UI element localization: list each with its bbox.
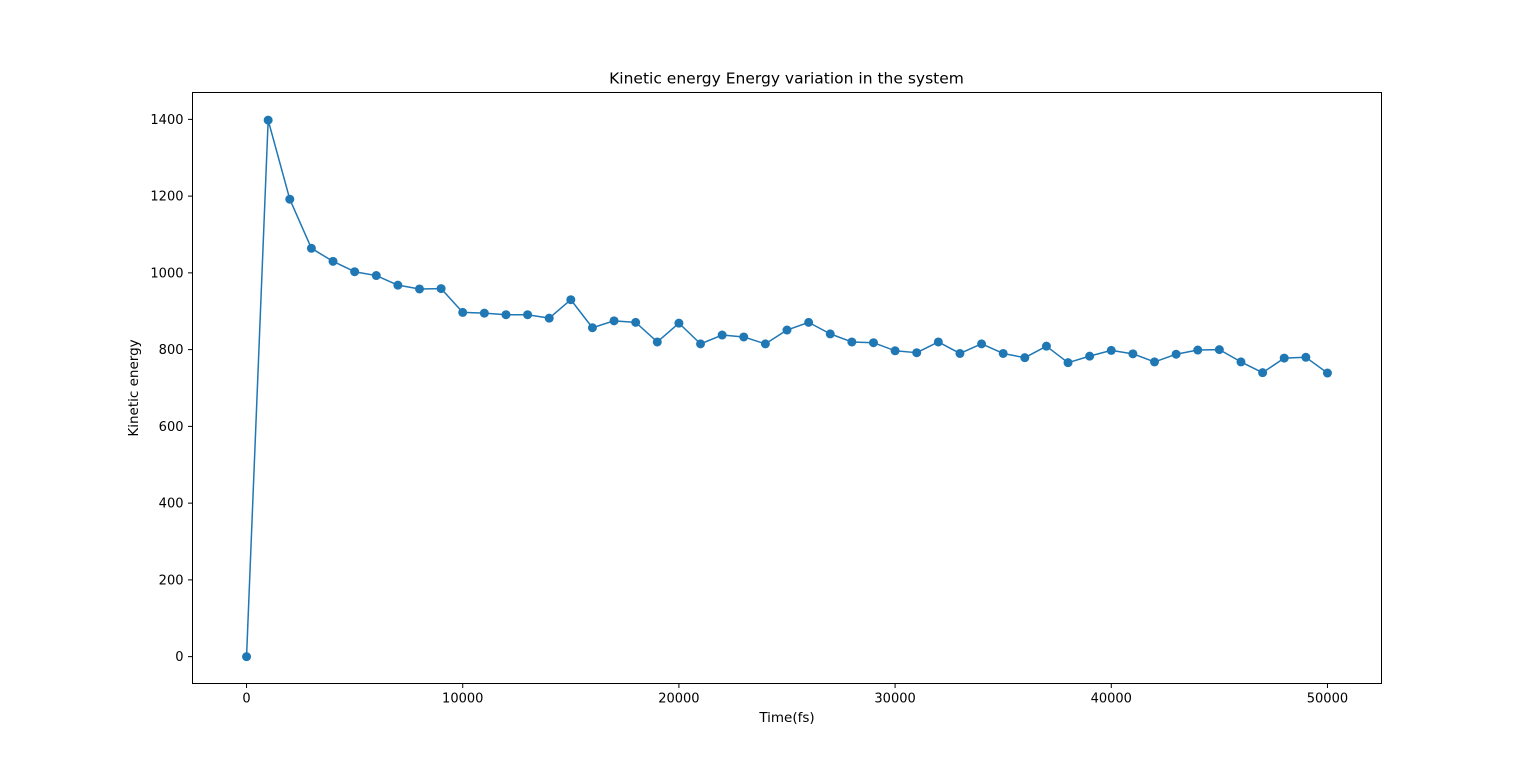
data-point: [1193, 345, 1203, 355]
data-point: [782, 325, 792, 335]
data-point: [1236, 357, 1246, 367]
data-point: [955, 348, 965, 358]
data-point: [696, 339, 706, 349]
data-point: [306, 243, 316, 253]
data-point: [1214, 345, 1224, 355]
data-point: [760, 339, 770, 349]
data-point: [652, 337, 662, 347]
data-point: [479, 308, 489, 318]
x-tick-label: 40000: [1091, 692, 1132, 707]
axes-frame: [192, 92, 1382, 684]
data-point: [674, 318, 684, 328]
y-tick-label: 200: [159, 573, 184, 588]
data-point: [1106, 345, 1116, 355]
data-point: [1171, 349, 1181, 359]
plot-area: [242, 115, 1332, 662]
data-point: [1322, 368, 1332, 378]
data-point: [739, 332, 749, 342]
data-point: [631, 317, 641, 327]
data-point: [544, 313, 554, 323]
data-point: [1085, 351, 1095, 361]
data-point: [371, 271, 381, 281]
data-point: [1020, 353, 1030, 363]
data-point: [847, 337, 857, 347]
data-point: [1128, 349, 1138, 359]
data-point: [977, 339, 987, 349]
data-point: [1279, 353, 1289, 363]
data-point: [998, 348, 1008, 358]
data-point: [1301, 352, 1311, 362]
data-point: [933, 337, 943, 347]
x-tick-label: 50000: [1307, 692, 1348, 707]
y-tick-label: 800: [159, 343, 184, 358]
data-point: [890, 346, 900, 356]
data-point: [868, 338, 878, 348]
data-point: [804, 317, 814, 327]
data-point: [242, 652, 252, 662]
data-point: [566, 295, 576, 305]
data-point: [350, 267, 360, 277]
data-point: [1258, 368, 1268, 378]
data-point: [393, 280, 403, 290]
data-point: [436, 284, 446, 294]
data-point: [458, 307, 468, 317]
x-axis-label: Time(fs): [758, 710, 814, 726]
data-point: [328, 256, 338, 266]
data-point: [414, 284, 424, 294]
x-tick-label: 0: [242, 692, 250, 707]
x-tick-label: 30000: [874, 692, 915, 707]
data-point: [609, 316, 619, 326]
data-point: [717, 330, 727, 340]
x-tick-label: 10000: [442, 692, 483, 707]
x-tick-label: 20000: [658, 692, 699, 707]
data-point: [1150, 357, 1160, 367]
data-point: [587, 323, 597, 333]
data-point: [912, 348, 922, 358]
y-tick-label: 1000: [150, 266, 183, 281]
data-point: [263, 115, 273, 125]
y-tick-label: 400: [159, 497, 184, 512]
y-tick-label: 1200: [150, 190, 183, 205]
data-point: [825, 329, 835, 339]
y-axis-label: Kinetic energy: [126, 339, 142, 436]
x-axis: 0 10000 20000 30000 40000 50000: [242, 683, 1348, 707]
data-point: [1041, 341, 1051, 351]
y-tick-label: 1400: [150, 113, 183, 128]
chart-title: Kinetic energy Energy variation in the s…: [609, 70, 964, 88]
data-point: [285, 194, 295, 204]
data-point: [1063, 358, 1073, 368]
y-axis: 0 200 400 600 800 1000 1200 1400: [150, 113, 193, 665]
y-tick-label: 600: [159, 420, 184, 435]
y-tick-label: 0: [175, 650, 183, 665]
data-point: [501, 310, 511, 320]
data-point: [523, 310, 533, 320]
